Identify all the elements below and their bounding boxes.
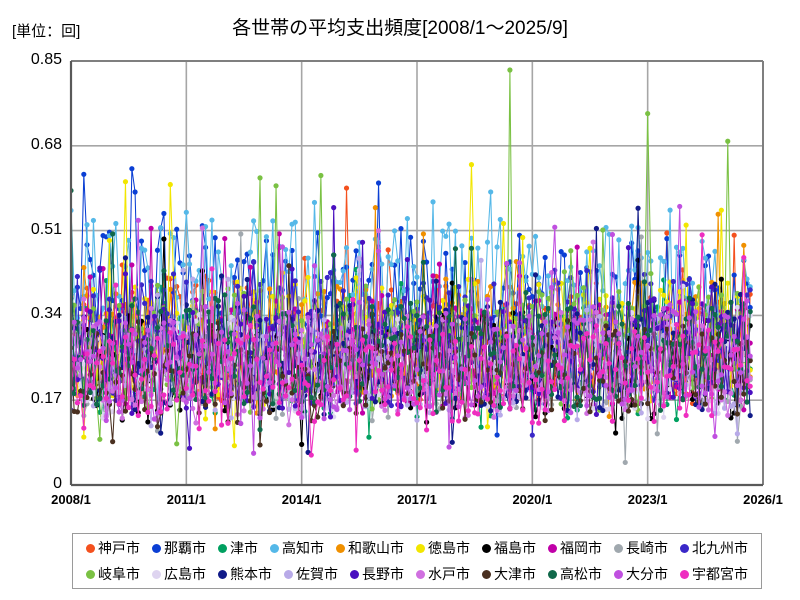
y-tick-label: 0.68 — [30, 135, 62, 153]
legend-label: 北九州市 — [692, 540, 748, 556]
legend-label: 水戸市 — [428, 566, 470, 582]
legend-row: 岐阜市 広島市 熊本市 佐賀市 長野市 水戸市 大津市 高松市 大分市 宇都宮市 — [73, 561, 761, 587]
legend-label: 福島市 — [494, 540, 536, 556]
legend-marker-icon — [152, 569, 161, 579]
legend-item-長崎市[interactable]: 長崎市 — [614, 541, 668, 555]
legend-item-高知市[interactable]: 高知市 — [270, 541, 324, 555]
legend-marker-icon — [86, 569, 95, 579]
legend-marker-icon — [548, 543, 557, 553]
legend-item-津市[interactable]: 津市 — [218, 541, 258, 555]
legend-label: 宇都宮市 — [692, 566, 748, 582]
legend-item-長野市[interactable]: 長野市 — [350, 567, 404, 581]
legend-marker-icon — [336, 543, 345, 553]
legend-item-宇都宮市[interactable]: 宇都宮市 — [680, 567, 748, 581]
unit-label: [単位：回] — [12, 23, 81, 40]
legend-marker-icon — [86, 543, 95, 553]
x-tick-label: 2014/1 — [281, 492, 322, 507]
legend-item-和歌山市[interactable]: 和歌山市 — [336, 541, 404, 555]
legend-label: 和歌山市 — [348, 540, 404, 556]
legend-label: 高松市 — [560, 566, 602, 582]
legend-marker-icon — [548, 569, 557, 579]
legend-item-大津市[interactable]: 大津市 — [482, 567, 536, 581]
legend-label: 高知市 — [282, 540, 324, 556]
legend-label: 佐賀市 — [296, 566, 338, 582]
legend-marker-icon — [482, 569, 491, 579]
legend-item-北九州市[interactable]: 北九州市 — [680, 541, 748, 555]
x-tick-label: 2008/1 — [51, 492, 91, 507]
legend-label: 広島市 — [164, 566, 206, 582]
line-chart-svg — [69, 60, 764, 487]
legend-marker-icon — [152, 543, 161, 553]
series-group — [71, 67, 753, 465]
series-markers-大分市 — [71, 203, 753, 456]
y-tick-label: 0.85 — [30, 51, 62, 68]
legend-label: 神戸市 — [98, 540, 140, 556]
legend-marker-icon — [482, 543, 491, 553]
legend-row: 神戸市 那覇市 津市 高知市 和歌山市 徳島市 福島市 福岡市 長崎市 北九州市 — [73, 535, 761, 561]
legend-marker-icon — [350, 569, 359, 579]
x-tick-label: 2020/1 — [512, 492, 553, 507]
legend-item-高松市[interactable]: 高松市 — [548, 567, 602, 581]
x-tick-label: 2023/1 — [627, 492, 668, 507]
legend-marker-icon — [416, 543, 425, 553]
legend-label: 岐阜市 — [98, 566, 140, 582]
legend-item-福島市[interactable]: 福島市 — [482, 541, 536, 555]
legend-item-福岡市[interactable]: 福岡市 — [548, 541, 602, 555]
legend-item-岐阜市[interactable]: 岐阜市 — [86, 567, 140, 581]
y-tick-label: 0.51 — [30, 220, 62, 238]
plot-area: 0 0.17 0.34 0.51 0.68 0.85 2008/1 2011/1 2014/1… — [30, 51, 783, 507]
legend-marker-icon — [680, 543, 689, 553]
legend-label: 那覇市 — [164, 540, 206, 556]
x-tick-label: 2011/1 — [166, 492, 206, 507]
x-tick-label: 2017/1 — [397, 492, 437, 507]
legend-label: 大分市 — [626, 566, 668, 582]
legend-marker-icon — [270, 543, 279, 553]
legend-label: 福岡市 — [560, 540, 602, 556]
legend-item-佐賀市[interactable]: 佐賀市 — [284, 567, 338, 581]
series-markers-高松市 — [71, 188, 753, 433]
y-tick-label: 0.17 — [30, 390, 62, 408]
legend-marker-icon — [416, 569, 425, 579]
legend-marker-icon — [680, 569, 689, 579]
legend-label: 徳島市 — [428, 540, 470, 556]
legend-marker-icon — [218, 569, 227, 579]
legend-item-那覇市[interactable]: 那覇市 — [152, 541, 206, 555]
legend-item-徳島市[interactable]: 徳島市 — [416, 541, 470, 555]
y-tick-label: 0.34 — [30, 305, 62, 323]
legend-marker-icon — [614, 543, 623, 553]
legend-label: 熊本市 — [230, 566, 272, 582]
legend-marker-icon — [218, 543, 227, 553]
legend-item-大分市[interactable]: 大分市 — [614, 567, 668, 581]
y-tick-label: 0 — [53, 475, 62, 492]
legend-item-神戸市[interactable]: 神戸市 — [86, 541, 140, 555]
series-markers-大津市 — [71, 263, 753, 448]
legend-label: 長崎市 — [626, 540, 668, 556]
legend-item-水戸市[interactable]: 水戸市 — [416, 567, 470, 581]
legend-item-熊本市[interactable]: 熊本市 — [218, 567, 272, 581]
chart-title: 各世帯の平均支出頻度[2008/1～2025/9] — [232, 18, 568, 39]
legend-label: 長野市 — [362, 566, 404, 582]
chart-legend: 神戸市 那覇市 津市 高知市 和歌山市 徳島市 福島市 福岡市 長崎市 北九州市岐阜市 広島市 熊本市… — [72, 533, 762, 589]
legend-marker-icon — [284, 569, 293, 579]
legend-item-広島市[interactable]: 広島市 — [152, 567, 206, 581]
legend-label: 大津市 — [494, 566, 536, 582]
x-tick-label: 2026/1 — [743, 492, 783, 507]
legend-label: 津市 — [230, 540, 258, 556]
legend-marker-icon — [614, 569, 623, 579]
